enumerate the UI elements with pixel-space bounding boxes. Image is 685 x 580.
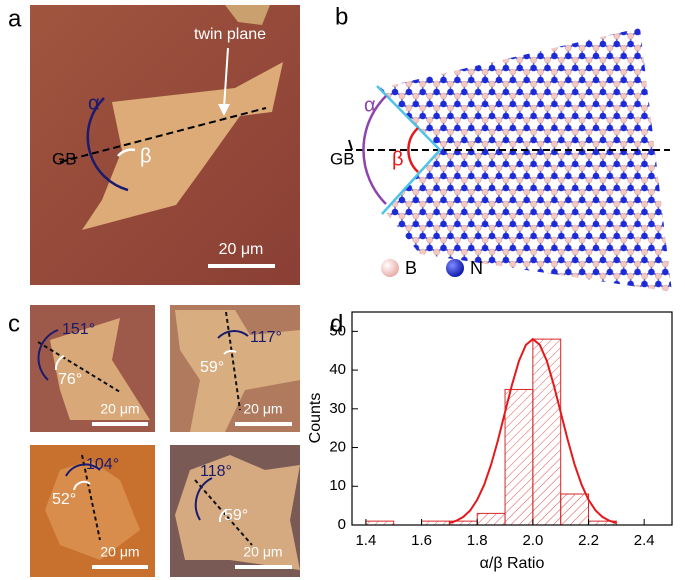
bar (532, 338, 562, 526)
scale-bars (92, 422, 292, 569)
x-tick-label: 1.8 (467, 532, 488, 549)
panel-c: c 151° 76° 20 μm 117° 59° 20 μm 104° 52°… (8, 305, 300, 577)
y-tick-label: 40 (329, 361, 346, 378)
y-tick-label: 0 (338, 516, 346, 533)
y-tick-label: 50 (329, 322, 346, 339)
gb-label: GB (52, 149, 77, 168)
alpha-label: 104° (86, 456, 119, 473)
flake (175, 310, 300, 432)
arrow (223, 47, 229, 109)
annotation: twin plane (194, 26, 266, 43)
alpha-label: 151° (62, 321, 95, 338)
legend-symbol (381, 259, 399, 277)
beta-arc (117, 148, 136, 157)
gb-line (59, 107, 267, 163)
beta-label: 76° (58, 371, 82, 388)
alpha-label: α (88, 92, 100, 114)
annotations (37, 311, 253, 546)
panel-label: d (330, 310, 343, 337)
alpha-arc (86, 97, 129, 192)
alpha-label: 117° (250, 329, 282, 346)
beta-arc (407, 127, 419, 173)
y-tick-label: 20 (329, 439, 346, 456)
scale-label: 20 μm (243, 544, 282, 560)
panel-label: c (8, 310, 20, 337)
x-tick-label: 2.4 (634, 532, 655, 549)
panel-label: a (8, 5, 22, 32)
flake (225, 5, 270, 25)
arrowhead (218, 104, 230, 116)
x-axis-title: α/β Ratio (480, 555, 545, 572)
flake (175, 455, 300, 570)
x-tick-label: 1.6 (411, 532, 432, 549)
y-axis-title: Counts (307, 393, 324, 444)
edge (376, 85, 442, 215)
x-tick-label: 2.0 (522, 532, 543, 549)
legend-symbol (446, 259, 464, 277)
x-tick-label: 2.2 (578, 532, 599, 549)
bar (476, 512, 506, 526)
gb-label: GB (330, 149, 355, 168)
flake (45, 460, 140, 560)
alpha-label: α (364, 94, 376, 116)
beta-label: 59° (224, 507, 248, 524)
panel-b: b α β GB B N (330, 3, 672, 292)
tick (348, 139, 353, 151)
legend-label: N (470, 258, 483, 278)
panel-a: a twin plane α β GB 20 μm (8, 5, 300, 285)
y-tick-label: 30 (329, 400, 346, 417)
beta-label: 52° (52, 491, 76, 508)
scale-label: 20 μm (219, 241, 264, 258)
alpha-arc (362, 95, 387, 205)
lattice (380, 28, 672, 292)
beta-label: β (392, 148, 404, 170)
scale-label: 20 μm (243, 401, 282, 417)
beta-label: 59° (200, 359, 224, 376)
plot-frame (351, 311, 673, 526)
alpha-label: 118° (200, 463, 232, 480)
flake (82, 62, 283, 230)
scale-label: 20 μm (100, 401, 139, 417)
histogram-panel: d α/β Ratio Counts 1.4 1.6 1.8 2.0 2.2 2.4 0 10… (307, 310, 673, 572)
y-tick-label: 10 (329, 477, 346, 494)
bar (504, 388, 534, 526)
bar (560, 493, 590, 526)
x-tick-label: 1.4 (355, 532, 376, 549)
flake (50, 318, 150, 420)
legend-label: B (405, 258, 417, 278)
beta-label: β (140, 145, 152, 167)
fit-curve (449, 337, 617, 525)
scale-label: 20 μm (100, 544, 139, 560)
panel-label: b (335, 3, 348, 30)
